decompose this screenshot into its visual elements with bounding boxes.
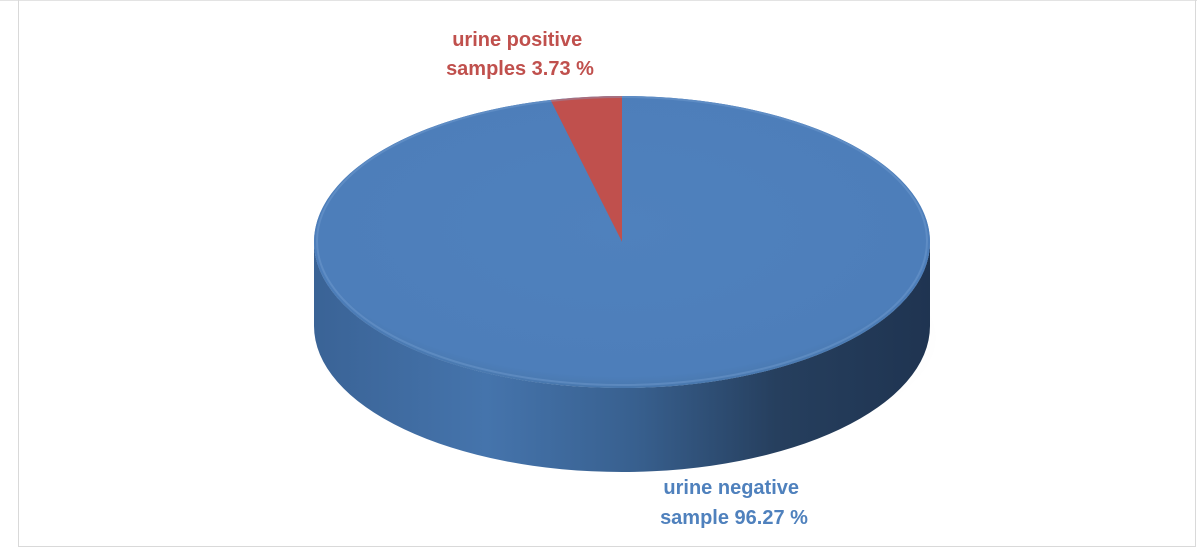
data-label-urine-negative-line1: urine negative	[663, 477, 799, 499]
pie-slice-urine-negative-sample	[314, 96, 930, 388]
data-label-urine-positive: urine positive samples 3.73 %	[446, 29, 594, 80]
pie-slice-urine-positive-samples	[550, 96, 622, 242]
data-label-urine-negative: urine negative sample 96.27 %	[660, 477, 808, 529]
chart-top-border	[0, 0, 1197, 1]
data-label-urine-positive-line2: samples 3.73 %	[446, 58, 594, 80]
pie-side-wall	[314, 242, 930, 472]
pie-top-rim-highlight	[316, 96, 928, 386]
data-label-urine-negative-line2: sample 96.27 %	[660, 507, 808, 529]
data-label-urine-positive-line1: urine positive	[452, 29, 582, 51]
